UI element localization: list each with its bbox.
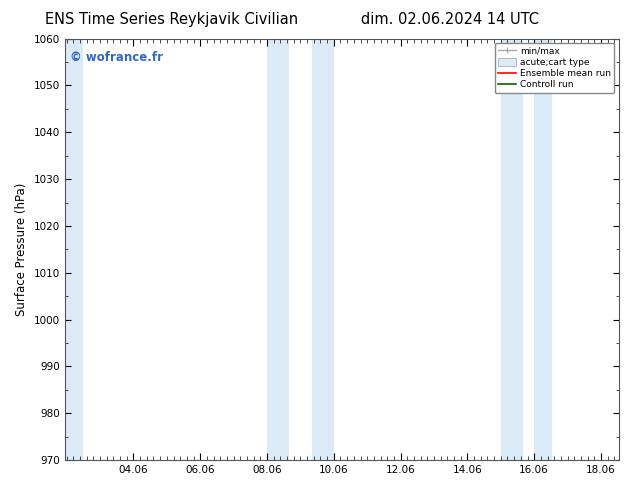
Bar [65,39,83,460]
Text: ENS Time Series Reykjavik Civilian: ENS Time Series Reykjavik Civilian [44,12,298,27]
Text: © wofrance.fr: © wofrance.fr [70,51,163,64]
Y-axis label: Surface Pressure (hPa): Surface Pressure (hPa) [15,183,28,316]
Bar [501,39,523,460]
Legend: min/max, acute;cart type, Ensemble mean run, Controll run: min/max, acute;cart type, Ensemble mean … [495,43,614,93]
Bar [534,39,552,460]
Bar [312,39,334,460]
Bar [267,39,289,460]
Text: dim. 02.06.2024 14 UTC: dim. 02.06.2024 14 UTC [361,12,539,27]
